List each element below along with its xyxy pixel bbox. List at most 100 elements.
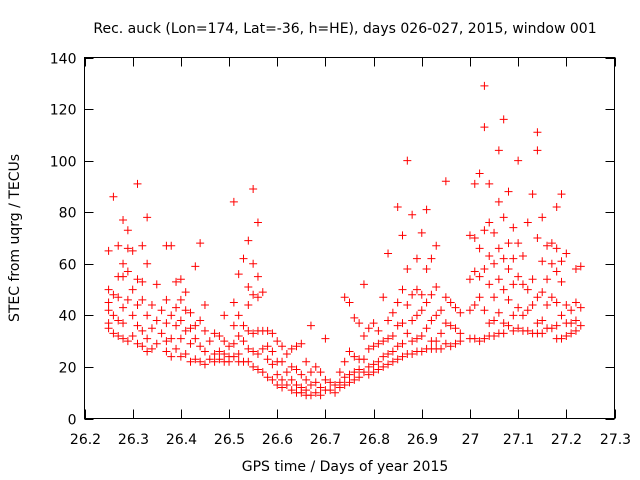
data-point xyxy=(398,231,407,240)
data-point xyxy=(104,298,113,307)
data-point xyxy=(176,275,185,284)
data-point xyxy=(490,228,499,237)
data-point xyxy=(359,368,368,377)
data-point xyxy=(278,342,287,351)
data-point xyxy=(408,337,417,346)
data-point xyxy=(494,197,503,206)
data-point xyxy=(119,272,128,281)
data-point xyxy=(518,311,527,320)
data-point xyxy=(119,334,128,343)
data-point xyxy=(114,241,123,250)
data-point xyxy=(273,370,282,379)
data-point xyxy=(533,234,542,242)
data-point xyxy=(571,264,580,273)
data-point xyxy=(369,368,378,377)
data-point xyxy=(268,347,277,356)
data-point xyxy=(538,213,547,222)
data-point xyxy=(229,321,238,330)
data-point xyxy=(133,321,142,330)
data-point xyxy=(128,246,137,255)
data-point xyxy=(504,321,513,330)
data-point xyxy=(490,259,499,268)
data-point xyxy=(408,290,417,299)
data-point xyxy=(249,290,258,299)
data-point xyxy=(138,241,147,250)
data-point xyxy=(499,285,508,294)
data-point xyxy=(133,301,142,310)
y-tick-label: 60 xyxy=(59,258,77,274)
data-point xyxy=(437,329,446,338)
data-point xyxy=(123,244,132,253)
data-point xyxy=(393,342,402,351)
data-point xyxy=(547,324,556,333)
data-point xyxy=(379,352,388,361)
data-point xyxy=(225,342,234,351)
data-point xyxy=(234,350,243,359)
data-point xyxy=(509,254,518,263)
data-point xyxy=(196,342,205,351)
data-point xyxy=(143,213,152,222)
data-point xyxy=(403,301,412,310)
data-point xyxy=(412,311,421,320)
data-point xyxy=(316,391,325,400)
data-point xyxy=(181,326,190,335)
data-point xyxy=(533,128,542,137)
data-point xyxy=(499,213,508,222)
data-point xyxy=(403,156,412,165)
data-point xyxy=(398,319,407,328)
x-tick-label: 27.1 xyxy=(503,432,534,448)
data-point xyxy=(518,252,527,261)
x-axis-label: GPS time / Days of year 2015 xyxy=(242,459,449,475)
data-point xyxy=(480,306,489,315)
data-point xyxy=(200,360,209,369)
data-point xyxy=(340,380,349,389)
data-point xyxy=(316,368,325,377)
y-tick-label: 140 xyxy=(50,52,77,68)
data-point xyxy=(393,321,402,330)
data-point xyxy=(379,337,388,346)
data-point xyxy=(533,146,542,155)
data-point xyxy=(104,306,113,315)
data-point xyxy=(567,329,576,338)
data-point xyxy=(345,370,354,379)
data-point xyxy=(475,272,484,281)
data-point xyxy=(388,331,397,340)
data-point xyxy=(393,298,402,307)
data-point xyxy=(253,293,262,302)
data-point xyxy=(253,350,262,359)
data-point xyxy=(408,350,417,359)
data-point xyxy=(417,228,426,237)
data-point xyxy=(109,311,118,320)
data-point xyxy=(494,308,503,317)
data-point xyxy=(470,301,479,310)
data-point xyxy=(282,368,291,377)
data-point xyxy=(417,331,426,340)
data-point xyxy=(244,236,253,245)
data-point xyxy=(403,264,412,273)
data-point xyxy=(504,239,513,248)
y-tick-label: 40 xyxy=(59,309,77,325)
data-point xyxy=(557,257,566,266)
data-point xyxy=(422,205,431,214)
data-point xyxy=(518,280,527,289)
data-point xyxy=(432,337,441,346)
data-point xyxy=(490,331,499,340)
data-point xyxy=(571,298,580,307)
data-point xyxy=(316,383,325,392)
data-point xyxy=(147,301,156,310)
data-point xyxy=(196,357,205,366)
data-point xyxy=(152,339,161,348)
data-point xyxy=(104,285,113,294)
data-point xyxy=(359,280,368,289)
data-point xyxy=(119,303,128,312)
data-point xyxy=(547,239,556,248)
data-point xyxy=(355,373,364,382)
data-point xyxy=(470,334,479,343)
data-point xyxy=(412,334,421,343)
data-point xyxy=(220,311,229,320)
data-point xyxy=(562,249,571,258)
y-tick-label: 0 xyxy=(68,413,77,429)
data-point xyxy=(446,342,455,351)
data-point xyxy=(480,226,489,235)
data-point xyxy=(186,357,195,366)
